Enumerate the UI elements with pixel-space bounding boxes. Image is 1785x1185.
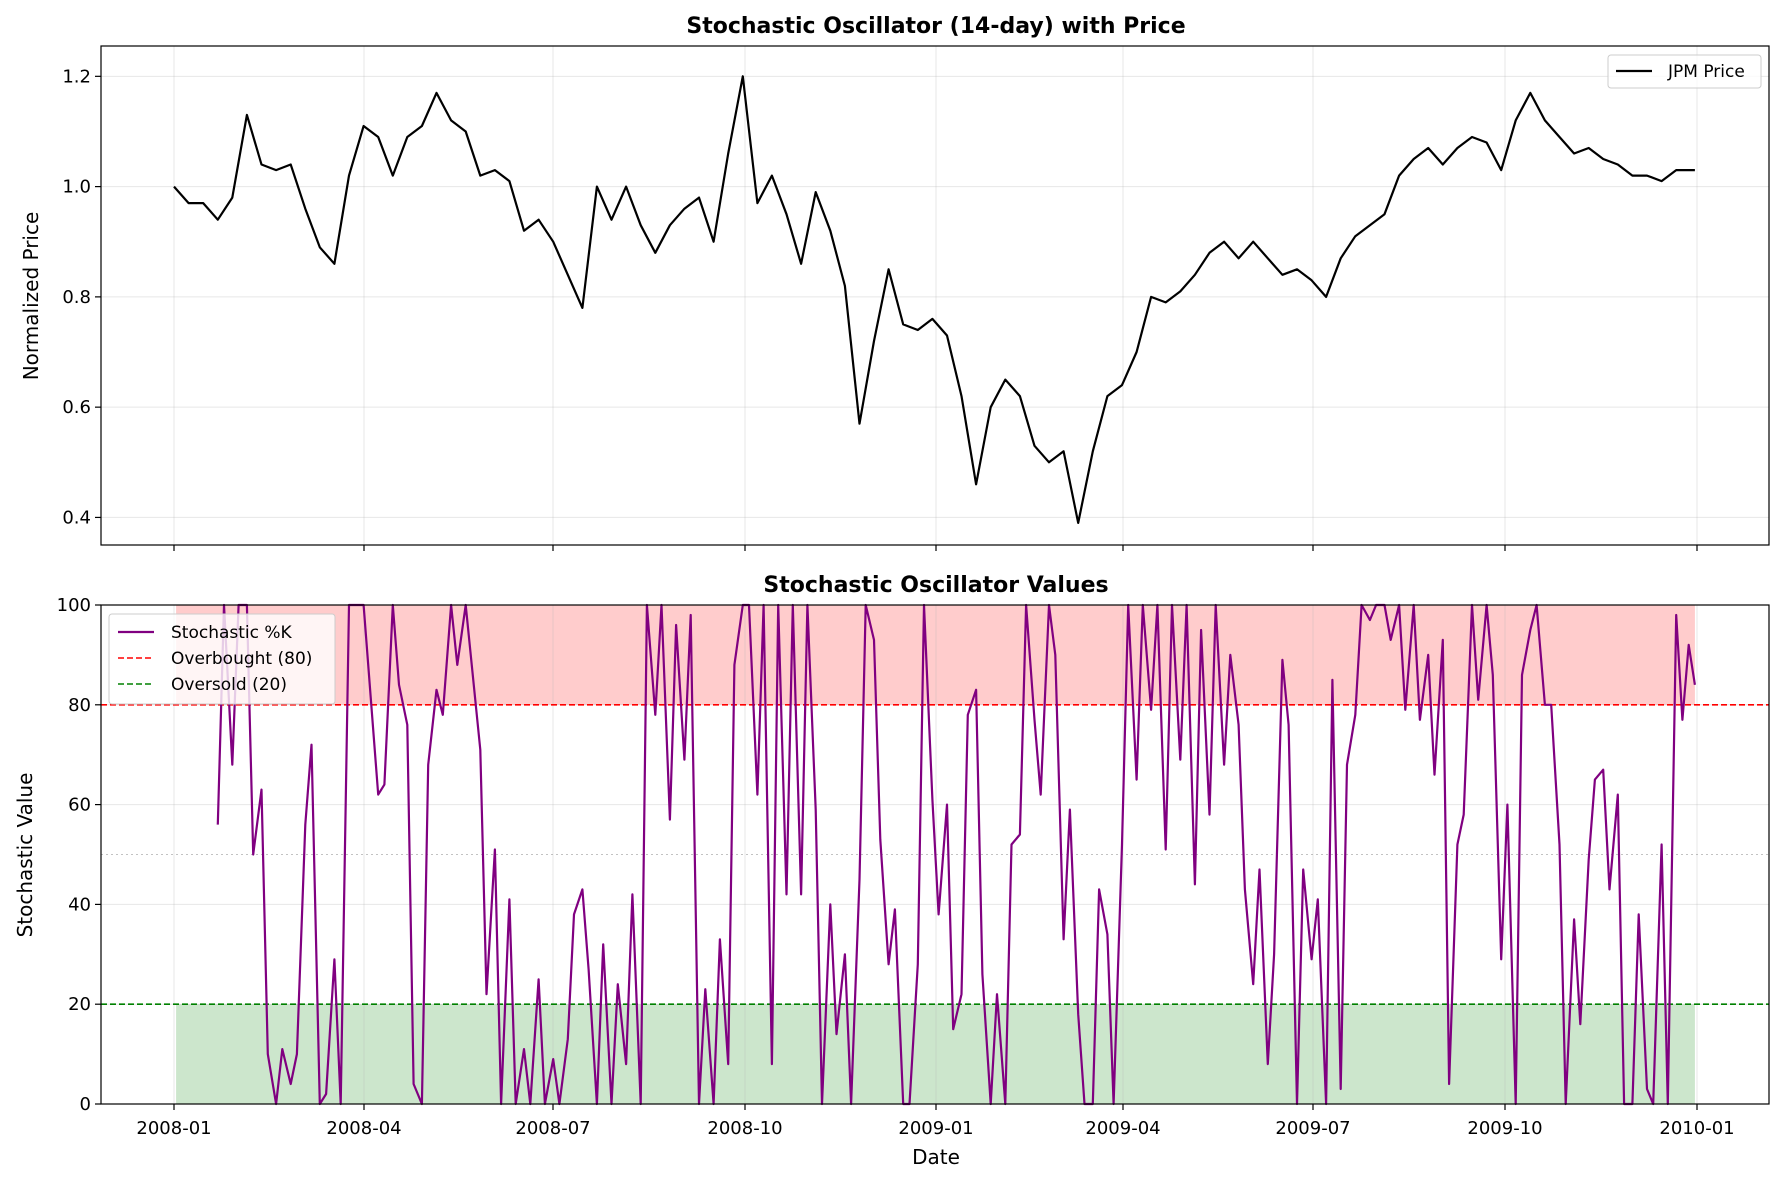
stochastic-xtick-label-2009-01: 2009-01: [898, 1118, 973, 1139]
stochastic-ytick-label-80: 80: [68, 695, 91, 716]
stochastic-xtick-label-2009-07: 2009-07: [1275, 1118, 1350, 1139]
stochastic-ytick-label-100: 100: [57, 595, 91, 616]
stochastic-ytick-label-60: 60: [68, 795, 91, 816]
stochastic-axes-frame: [100, 604, 1770, 1105]
price-chart-panel: Stochastic Oscillator (14-day) with Pric…: [19, 14, 1186, 380]
stochastic-chart-panel: Stochastic Oscillator Values Stochastic …: [13, 573, 1109, 1169]
stochastic-ytick-label-0: 0: [80, 1094, 91, 1115]
price-legend-label: JPM Price: [1667, 62, 1745, 82]
stochastic-xtick-label-2008-04: 2008-04: [326, 1118, 401, 1139]
stochastic-legend-box: [108, 613, 336, 705]
price-ytick-label-1.2: 1.2: [62, 66, 91, 87]
stochastic-chart-title: Stochastic Oscillator Values: [763, 573, 1108, 598]
stochastic-series-line-0: [216, 603, 1696, 1106]
stochastic-chart-xlabel: Date: [912, 1145, 960, 1169]
price-series-line-0: [173, 75, 1695, 524]
price-legend-box: [1607, 54, 1762, 89]
price-chart-ylabel: Normalized Price: [19, 212, 43, 381]
stochastic-legend-label-2: Oversold (20): [171, 675, 287, 695]
stochastic-xtick-label-2008-10: 2008-10: [707, 1118, 782, 1139]
stochastic-xtick-label-2009-10: 2009-10: [1467, 1118, 1542, 1139]
price-ytick-label-0.6: 0.6: [62, 397, 91, 418]
stochastic-ytick-label-20: 20: [68, 994, 91, 1015]
price-axes-frame: [100, 45, 1770, 546]
stochastic-xtick-label-2010-01: 2010-01: [1659, 1118, 1734, 1139]
price-chart-title: Stochastic Oscillator (14-day) with Pric…: [686, 14, 1185, 39]
stochastic-plot: 0 20 40 60 80 100 2008-01 2008-04 2008-07 2008-10…: [57, 595, 1770, 1139]
stochastic-xtick-label-2008-07: 2008-07: [515, 1118, 590, 1139]
stochastic-band-1: [176, 1004, 1695, 1104]
price-ytick-label-1.0: 1.0: [62, 177, 91, 198]
stochastic-chart-ylabel: Stochastic Value: [13, 773, 37, 938]
stochastic-legend-label-0: Stochastic %K: [171, 623, 293, 643]
price-ytick-label-0.8: 0.8: [62, 287, 91, 308]
stochastic-xtick-label-2009-04: 2009-04: [1085, 1118, 1160, 1139]
stochastic-xtick-label-2008-01: 2008-01: [136, 1118, 211, 1139]
stochastic-legend-label-1: Overbought (80): [171, 649, 312, 669]
price-plot: 0.4 0.6 0.8 1.0 1.2 JPM Price: [62, 45, 1770, 551]
price-legend: JPM Price: [1607, 54, 1762, 89]
price-ytick-label-0.4: 0.4: [62, 507, 91, 528]
stochastic-legend: Stochastic %K Overbought (80) Oversold (20…: [108, 613, 336, 705]
stochastic-ytick-label-40: 40: [68, 894, 91, 915]
